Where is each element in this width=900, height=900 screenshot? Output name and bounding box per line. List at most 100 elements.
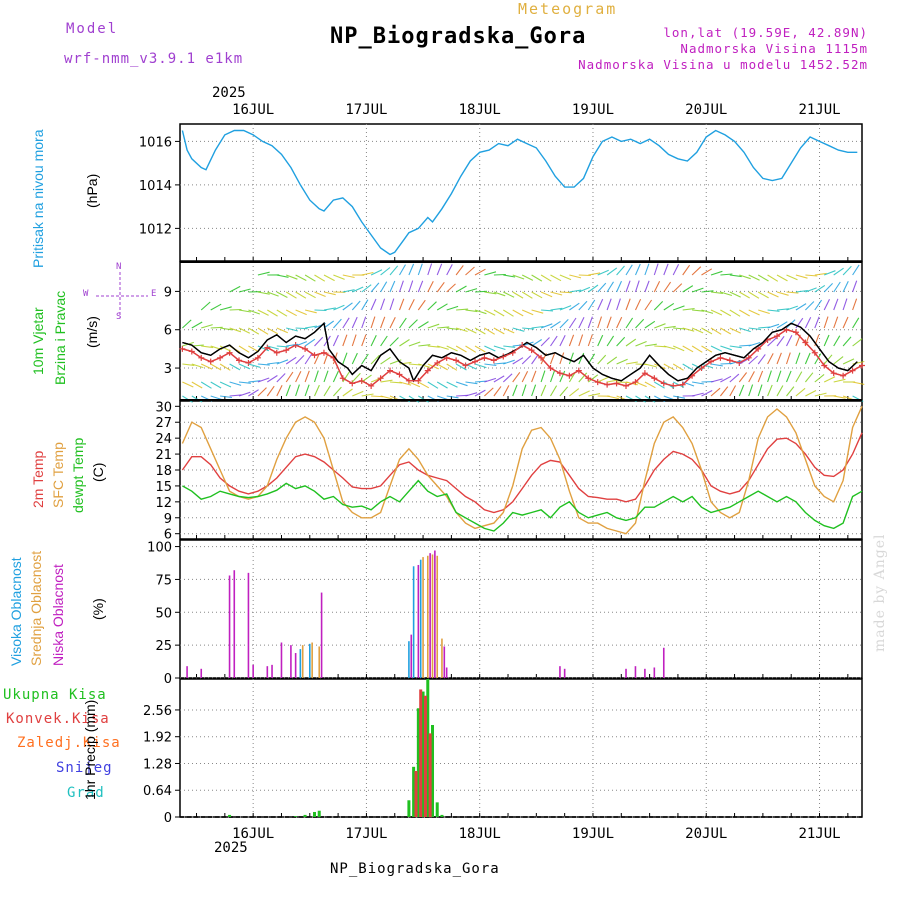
wind-arrow	[852, 264, 860, 276]
wind-arrow	[389, 337, 399, 347]
wind-arrow	[323, 370, 329, 383]
footer-station: NP_Biogradska_Gora	[330, 861, 500, 877]
precip-ytick-label: 1.28	[143, 757, 172, 772]
wind-arrow	[776, 370, 782, 383]
wind-arrow	[200, 301, 211, 311]
wind-arrow	[408, 299, 415, 311]
wind-arrow	[314, 352, 321, 365]
wind-arrow	[785, 370, 792, 383]
precip-bar-ukupna-kisa	[317, 810, 321, 817]
wind-arrow	[333, 274, 345, 280]
precip-bar-ukupna-kisa	[435, 802, 439, 817]
wind-arrow	[804, 372, 814, 383]
wind-arrow	[474, 327, 486, 335]
wind-arrow	[710, 345, 723, 352]
wind-arrow	[323, 291, 336, 296]
wind-arrow	[833, 395, 846, 399]
wind-arrow	[352, 390, 364, 397]
wind-arrow	[257, 271, 270, 276]
wind-arrow	[739, 274, 751, 280]
wind-arrow	[502, 385, 510, 397]
wind-arrow	[210, 303, 222, 311]
wind-arrow	[729, 291, 741, 298]
wind-arrow	[295, 291, 307, 299]
wind-arrow	[597, 376, 609, 383]
wind-arrow	[842, 316, 849, 329]
wind-line-overlay	[182, 328, 863, 387]
wind-arrow	[521, 291, 533, 299]
wind-arrow	[210, 363, 222, 371]
precip-bar-konvek.kisa	[414, 771, 418, 817]
cloud-ytick-label: 50	[155, 606, 172, 621]
wind-arrow	[191, 363, 204, 369]
day-label-top: 16JUL	[232, 102, 274, 118]
wind-arrow	[370, 282, 380, 293]
wind-arrow	[342, 274, 355, 279]
wind-arrow	[512, 371, 521, 383]
wind-arrow	[276, 384, 283, 397]
pressure-frame	[179, 123, 863, 262]
wind-arrow	[578, 316, 585, 329]
wind-arrow	[389, 265, 399, 276]
wind-arrow	[380, 298, 386, 311]
wind-arrow	[248, 270, 259, 275]
wind-arrow	[767, 337, 777, 347]
wind-arrow	[182, 319, 192, 329]
day-label-top: 21JUL	[798, 102, 840, 118]
wind-arrow	[739, 357, 750, 365]
wind-arrow	[361, 284, 372, 293]
wind-arrow	[257, 377, 270, 383]
wind-arrow	[267, 327, 279, 335]
cloud-bar-niska-oblacnost	[429, 553, 431, 678]
precip-grad-label: Grad	[67, 785, 105, 801]
precip-bar-konvek.kisa	[419, 689, 423, 817]
wind-arrow	[569, 289, 582, 293]
wind-arrow	[776, 321, 788, 329]
wind-arrow	[559, 305, 572, 311]
wind-arrow	[805, 274, 818, 277]
wind-arrow	[795, 290, 808, 293]
wind-arrow	[332, 386, 342, 397]
wind-arrow	[257, 291, 270, 295]
wind-arrow	[833, 335, 841, 347]
temp-line-dewpt-temp	[182, 479, 863, 532]
wind-arrow	[229, 285, 241, 293]
wind-arrow	[823, 283, 833, 293]
wind-arrow	[238, 381, 251, 384]
wind-arrow	[540, 370, 546, 383]
temp-ytick-label: 24	[155, 432, 172, 447]
compass-e: E	[151, 289, 157, 299]
wind-arrow	[503, 327, 515, 334]
cloud-bar-niska-oblacnost	[634, 666, 637, 678]
wind-arrow	[588, 393, 601, 397]
wind-arrow	[427, 301, 437, 311]
wind-arrow	[427, 281, 434, 293]
wind-arrow	[389, 280, 396, 293]
wind-arrow	[672, 264, 680, 276]
wind-arrow	[663, 302, 675, 311]
wind-arrow	[644, 280, 650, 293]
wind-arrow	[710, 378, 723, 383]
wind-arrow	[285, 356, 297, 365]
wind-arrow	[814, 284, 826, 293]
wind-arrow	[446, 381, 458, 388]
wind-arrow	[795, 387, 806, 397]
wind-arrow	[361, 271, 374, 276]
wind-arrow	[597, 354, 607, 365]
cloud-bar-niska-oblacnost	[445, 667, 448, 678]
precip-bar-ukupna-kisa	[294, 816, 298, 817]
wind-arrow	[380, 379, 393, 383]
wind-arrow	[616, 358, 628, 365]
wind-arrow	[219, 345, 232, 352]
wind-arrow	[663, 325, 676, 329]
precip-frame	[179, 678, 863, 818]
page-title: NP_Biogradska_Gora	[330, 24, 587, 49]
wind-arrow	[823, 334, 830, 347]
wind-arrow	[720, 291, 733, 297]
wind-arrow	[276, 291, 288, 298]
wind-arrow	[786, 291, 799, 294]
year-top: 2025	[212, 85, 246, 101]
wind-arrow	[295, 370, 302, 383]
wind-arrow	[267, 345, 280, 350]
precip-bar-ukupna-kisa	[407, 800, 411, 817]
